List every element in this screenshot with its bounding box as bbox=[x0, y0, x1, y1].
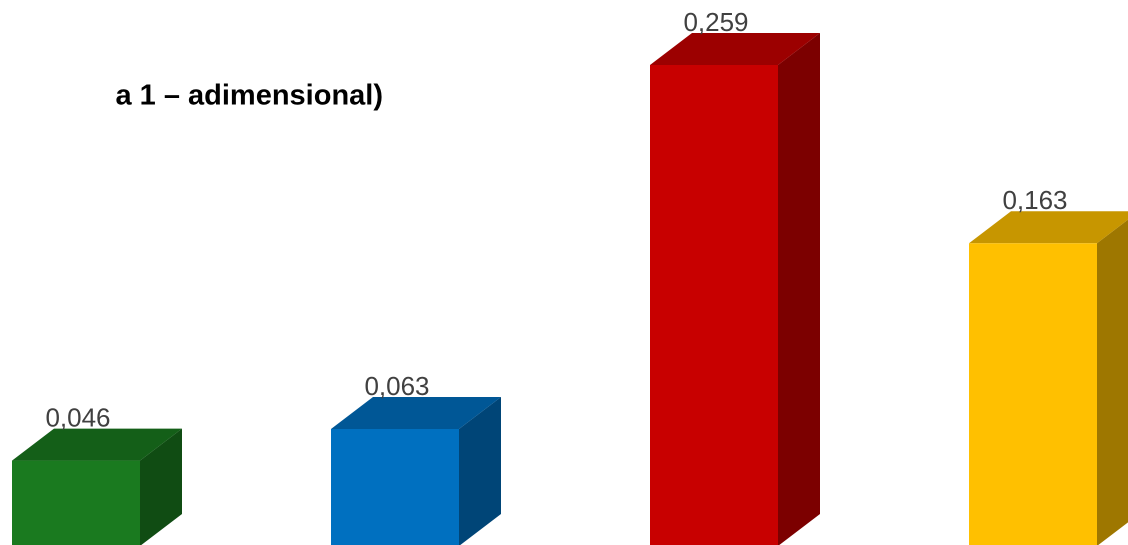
value-label: 0,259 bbox=[683, 7, 748, 37]
bar bbox=[12, 428, 182, 545]
bar-front bbox=[650, 65, 778, 545]
value-label: 0,163 bbox=[1002, 185, 1067, 215]
bar-top bbox=[12, 428, 182, 461]
bar-front bbox=[12, 460, 140, 545]
bar-front bbox=[969, 243, 1097, 545]
bar bbox=[969, 211, 1128, 545]
value-label: 0,063 bbox=[364, 371, 429, 401]
bar bbox=[650, 33, 820, 545]
bar-side bbox=[140, 428, 182, 545]
chart-title: a 1 – adimensional) bbox=[115, 80, 383, 112]
value-label: 0,046 bbox=[45, 402, 110, 432]
bar bbox=[331, 397, 501, 545]
bar-top bbox=[650, 33, 820, 65]
bar-front bbox=[331, 429, 459, 545]
bar-side bbox=[459, 397, 501, 545]
bar-side bbox=[1097, 219, 1128, 545]
bar-side bbox=[778, 33, 820, 545]
bar-top bbox=[331, 397, 501, 429]
bar-top bbox=[969, 211, 1128, 244]
